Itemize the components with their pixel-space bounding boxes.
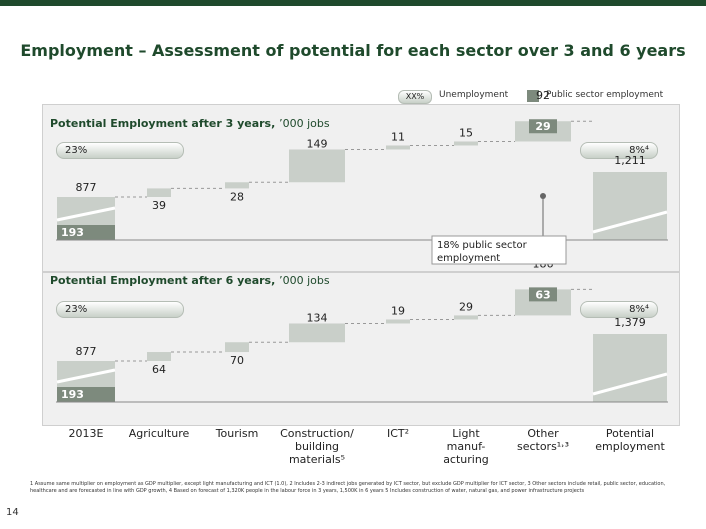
p6yr-axis-break-potential bbox=[592, 372, 668, 396]
panel-3-years-unit: ’000 jobs bbox=[279, 117, 330, 130]
p6yr-bar-agriculture bbox=[147, 352, 171, 361]
p6yr-public-sector-label-other-sectors: 63 bbox=[535, 288, 550, 301]
panel-6-years-title-text: Potential Employment after 6 years, bbox=[50, 274, 276, 287]
panel-3-years-start-unemployment: 23% bbox=[56, 142, 184, 159]
category-label-0-line-0: 2013E bbox=[69, 427, 104, 440]
panel-3-years-title: Potential Employment after 3 years, ’000… bbox=[50, 117, 330, 130]
p6yr-bar-light-manufacturing bbox=[454, 315, 478, 320]
p6yr-bar-tourism bbox=[225, 342, 249, 353]
top-bar bbox=[0, 0, 706, 6]
p3yr-axis-break-potential bbox=[592, 210, 668, 234]
p6yr-value-label-light-manufacturing: 29 bbox=[459, 300, 473, 313]
p3yr-value-label-ict: 11 bbox=[391, 130, 405, 143]
page-title: Employment – Assessment of potential for… bbox=[20, 41, 686, 60]
p3yr-bar-tourism bbox=[225, 182, 249, 189]
category-label-7-line-1: employment bbox=[595, 440, 665, 453]
callout-box bbox=[431, 235, 567, 265]
p3yr-value-label-2013e: 877 bbox=[76, 181, 97, 194]
panel-3-years bbox=[42, 104, 680, 272]
p3yr-bar-agriculture bbox=[147, 188, 171, 197]
category-label-5-line-1: manuf- bbox=[447, 440, 486, 453]
p6yr-value-label-construction: 134 bbox=[307, 311, 328, 324]
p6yr-bar-ict bbox=[386, 319, 410, 324]
category-label-7-line-0: Potential bbox=[606, 427, 654, 440]
p6yr-public-sector-other-sectors bbox=[529, 287, 557, 302]
p6yr-public-sector-2013e bbox=[57, 387, 115, 402]
category-label-5-line-0: Light bbox=[452, 427, 480, 440]
p6yr-value-label-ict: 19 bbox=[391, 304, 405, 317]
p6yr-value-label-potential-employment: 1,379 bbox=[614, 316, 646, 329]
p3yr-value-label-other-sectors: 92 bbox=[536, 89, 550, 102]
p3yr-value-label-agriculture: 39 bbox=[152, 199, 166, 212]
callout-text-line-1: 18% public sector bbox=[437, 240, 528, 251]
p3yr-bar-ict bbox=[386, 145, 410, 150]
p6yr-value-label-agriculture: 64 bbox=[152, 363, 166, 376]
public-sector-legend-swatch bbox=[527, 90, 539, 102]
p6yr-axis-break-2013e bbox=[56, 368, 116, 384]
page-number: 14 bbox=[6, 507, 19, 518]
category-label-5-line-2: acturing bbox=[443, 453, 489, 466]
unemployment-legend-chip: XX% bbox=[398, 90, 432, 104]
p3yr-value-label-construction: 149 bbox=[307, 137, 328, 150]
category-label-3-line-1: building bbox=[295, 440, 339, 453]
panel-6-years bbox=[42, 272, 680, 426]
p6yr-bar-construction bbox=[289, 323, 345, 343]
p3yr-value-label-light-manufacturing: 15 bbox=[459, 126, 473, 139]
p3yr-value-label-tourism: 28 bbox=[230, 190, 244, 203]
unemployment-legend-label: Unemployment bbox=[439, 90, 509, 100]
panel-6-years-start-unemployment: 23% bbox=[56, 301, 184, 318]
category-label-4-line-0: ICT² bbox=[387, 427, 409, 440]
category-label-3-line-2: materials⁵ bbox=[289, 453, 345, 466]
p3yr-public-sector-2013e bbox=[57, 225, 115, 240]
callout-text-line-2: employment bbox=[437, 253, 500, 264]
panel-6-years-unit: ’000 jobs bbox=[279, 274, 330, 287]
p3yr-axis-break-2013e bbox=[56, 206, 116, 222]
callout-leader-dot bbox=[540, 193, 546, 199]
p3yr-public-sector-other-sectors bbox=[529, 119, 557, 134]
p3yr-public-sector-label-2013e: 193 bbox=[61, 226, 84, 239]
p6yr-value-label-2013e: 877 bbox=[76, 345, 97, 358]
public-sector-legend-label: Public sector employment bbox=[546, 90, 664, 100]
panel-3-years-title-text: Potential Employment after 3 years, bbox=[50, 117, 276, 130]
panel-6-years-title: Potential Employment after 6 years, ’000… bbox=[50, 274, 330, 287]
panel-6-years-end-unemployment: 8%⁴ bbox=[580, 301, 658, 318]
p3yr-value-label-potential-employment: 1,211 bbox=[614, 154, 646, 167]
p6yr-value-label-tourism: 70 bbox=[230, 354, 244, 367]
category-label-6-line-1: sectors¹˒³ bbox=[517, 440, 569, 453]
footnote: 1 Assume same multiplier on employment a… bbox=[30, 481, 666, 494]
p3yr-public-sector-label-other-sectors: 29 bbox=[535, 120, 550, 133]
category-label-1-line-0: Agriculture bbox=[129, 427, 190, 440]
p6yr-public-sector-label-2013e: 193 bbox=[61, 388, 84, 401]
p3yr-bar-construction bbox=[289, 149, 345, 183]
category-label-2-line-0: Tourism bbox=[215, 427, 259, 440]
p3yr-bar-light-manufacturing bbox=[454, 141, 478, 146]
panel-3-years-end-unemployment: 8%⁴ bbox=[580, 142, 658, 159]
category-label-3-line-0: Construction/ bbox=[280, 427, 354, 440]
category-label-6-line-0: Other bbox=[527, 427, 559, 440]
